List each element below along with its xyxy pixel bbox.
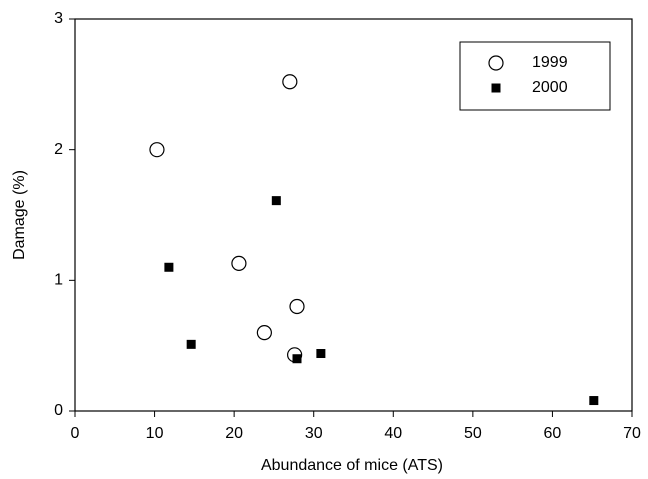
plot-frame bbox=[74, 18, 633, 412]
y-tick-label: 0 bbox=[54, 402, 63, 419]
x-tick-label: 20 bbox=[225, 425, 243, 442]
marker bbox=[282, 74, 298, 90]
marker bbox=[149, 142, 165, 158]
marker bbox=[231, 255, 247, 271]
x-axis-title: Abundance of mice (ATS) bbox=[261, 457, 443, 474]
legend-marker bbox=[491, 83, 501, 93]
x-tick-label: 30 bbox=[305, 425, 323, 442]
marker bbox=[186, 339, 196, 349]
marker bbox=[289, 298, 305, 315]
marker bbox=[256, 325, 272, 341]
marker bbox=[316, 349, 326, 359]
y-tick-label: 2 bbox=[54, 141, 63, 158]
legend-marker bbox=[488, 55, 504, 71]
marker bbox=[292, 354, 302, 364]
x-tick-label: 50 bbox=[464, 425, 482, 442]
x-tick-label: 0 bbox=[71, 425, 80, 442]
x-tick-label: 10 bbox=[146, 425, 164, 442]
marker bbox=[271, 196, 281, 206]
y-tick-label: 1 bbox=[54, 272, 63, 289]
y-tick-label: 3 bbox=[54, 10, 63, 27]
legend-label: 2000 bbox=[532, 79, 568, 96]
x-tick-label: 70 bbox=[623, 425, 641, 442]
legend-box bbox=[459, 41, 611, 111]
marker bbox=[164, 262, 174, 272]
legend-label: 1999 bbox=[532, 54, 568, 71]
x-tick-label: 40 bbox=[384, 425, 402, 442]
y-axis-title: Damage (%) bbox=[11, 170, 28, 260]
marker bbox=[589, 396, 599, 406]
x-tick-label: 60 bbox=[544, 425, 562, 442]
